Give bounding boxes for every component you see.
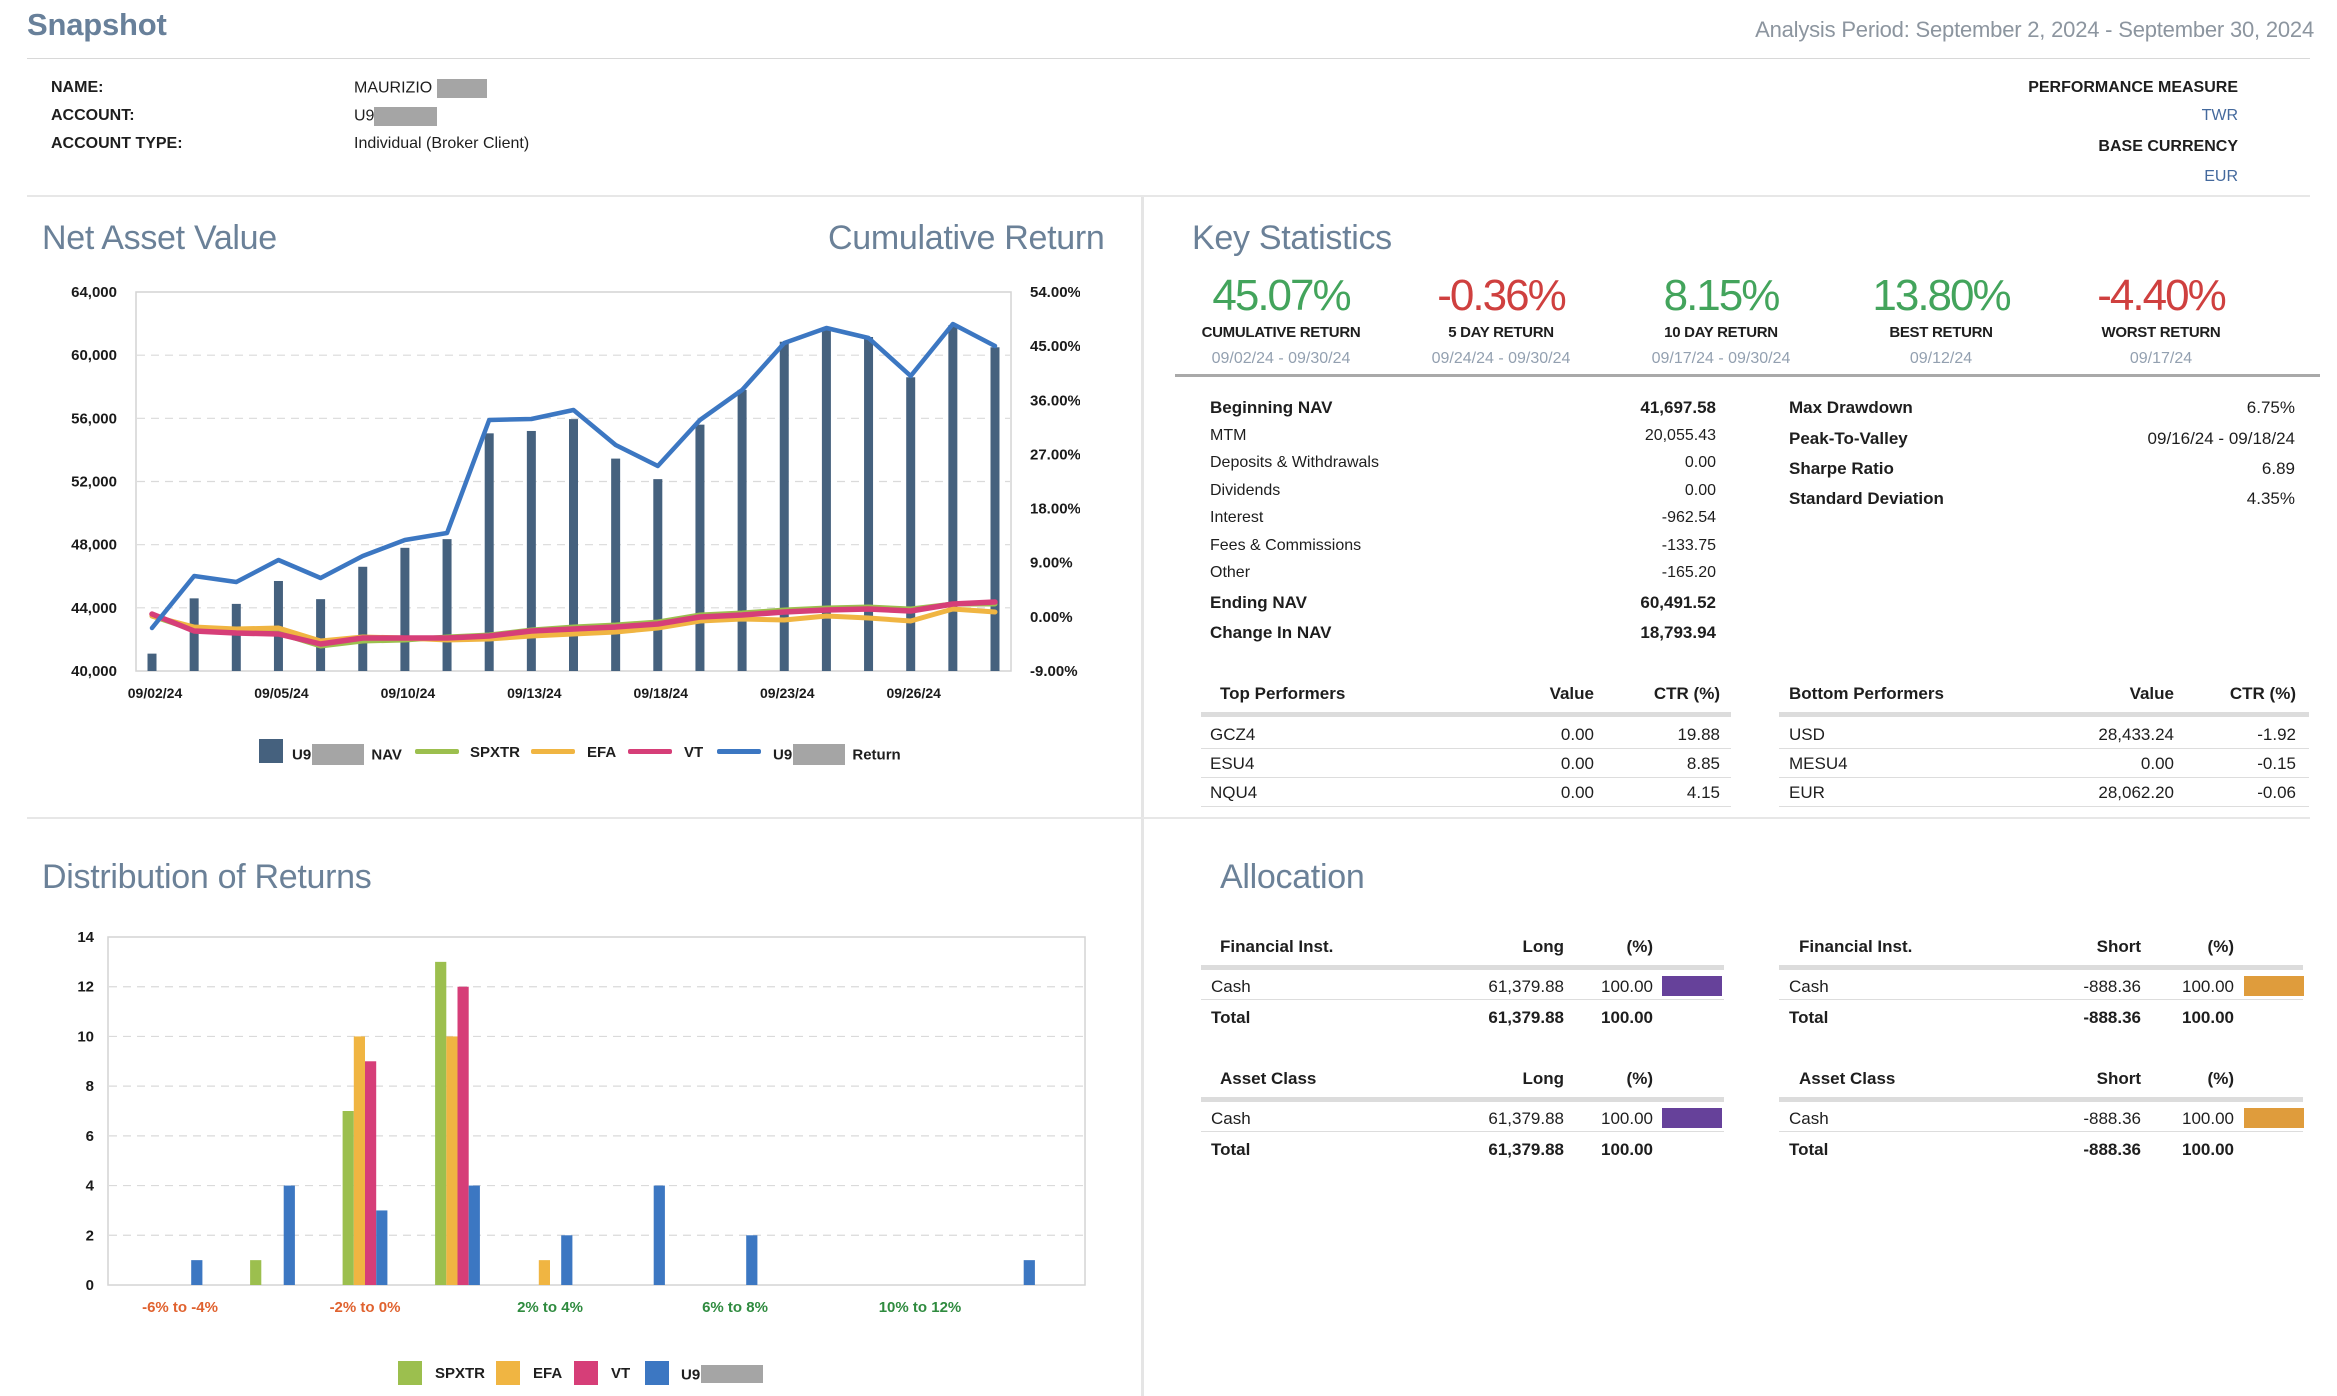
svg-text:60,000: 60,000 (71, 347, 117, 364)
svg-text:44,000: 44,000 (71, 600, 117, 617)
svg-text:6: 6 (86, 1128, 94, 1145)
svg-text:09/26/24: 09/26/24 (886, 685, 941, 701)
svg-text:09/23/24: 09/23/24 (760, 685, 815, 701)
svg-text:2: 2 (86, 1227, 94, 1244)
svg-text:09/13/24: 09/13/24 (507, 685, 562, 701)
svg-text:09/02/24: 09/02/24 (128, 685, 183, 701)
svg-text:-9.00%: -9.00% (1030, 663, 1078, 680)
svg-text:0: 0 (86, 1277, 94, 1294)
svg-text:10: 10 (77, 1028, 94, 1045)
svg-text:-6% to -4%: -6% to -4% (142, 1299, 218, 1316)
svg-text:6% to 8%: 6% to 8% (702, 1299, 768, 1316)
svg-text:18.00%: 18.00% (1030, 501, 1080, 518)
svg-text:09/10/24: 09/10/24 (381, 685, 436, 701)
svg-text:4: 4 (86, 1178, 95, 1195)
svg-text:0.00%: 0.00% (1030, 609, 1073, 626)
svg-text:48,000: 48,000 (71, 537, 117, 554)
svg-text:-2% to 0%: -2% to 0% (330, 1299, 401, 1316)
svg-text:09/18/24: 09/18/24 (634, 685, 689, 701)
svg-text:12: 12 (77, 979, 94, 996)
svg-text:9.00%: 9.00% (1030, 555, 1073, 572)
svg-text:52,000: 52,000 (71, 474, 117, 491)
svg-text:54.00%: 54.00% (1030, 284, 1080, 301)
svg-text:27.00%: 27.00% (1030, 446, 1080, 463)
svg-text:2% to 4%: 2% to 4% (517, 1299, 583, 1316)
svg-text:10% to 12%: 10% to 12% (879, 1299, 962, 1316)
svg-text:14: 14 (77, 929, 94, 946)
svg-text:36.00%: 36.00% (1030, 392, 1080, 409)
svg-text:56,000: 56,000 (71, 410, 117, 427)
svg-text:09/05/24: 09/05/24 (254, 685, 309, 701)
svg-text:40,000: 40,000 (71, 663, 117, 680)
svg-text:45.00%: 45.00% (1030, 338, 1080, 355)
svg-text:8: 8 (86, 1078, 94, 1095)
svg-text:64,000: 64,000 (71, 284, 117, 301)
